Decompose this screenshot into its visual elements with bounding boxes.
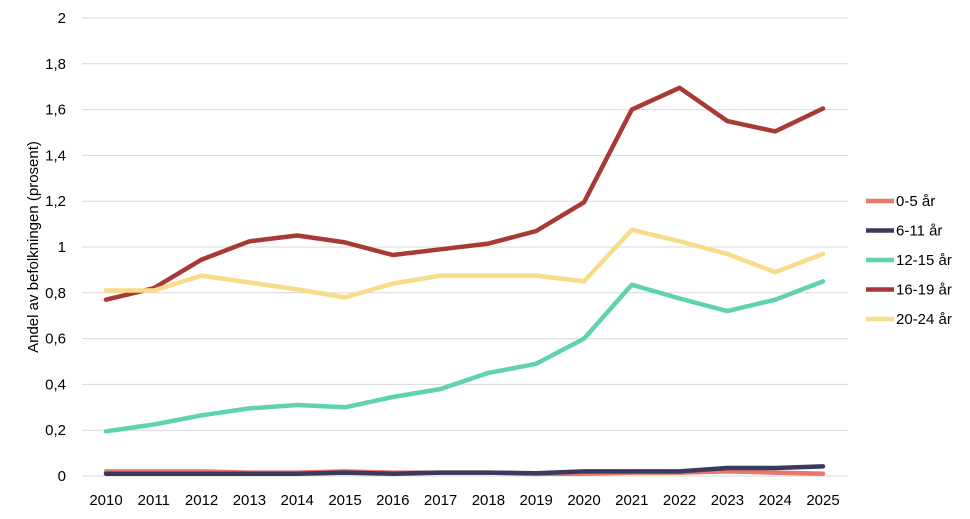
x-tick-label: 2012 — [185, 492, 218, 509]
x-tick-label: 2025 — [806, 492, 839, 509]
x-tick-label: 2017 — [424, 492, 457, 509]
legend-item: 12-15 år — [866, 252, 952, 269]
y-tick-label: 1,2 — [45, 193, 66, 210]
legend-label: 20-24 år — [896, 311, 952, 328]
legend-item: 0-5 år — [866, 193, 935, 210]
x-tick-label: 2018 — [472, 492, 505, 509]
x-tick-label: 2020 — [567, 492, 600, 509]
x-tick-label: 2014 — [281, 492, 314, 509]
series-line-4 — [103, 227, 826, 300]
legend-label: 16-19 år — [896, 282, 952, 299]
series-line-1 — [103, 464, 826, 476]
legend-item: 20-24 år — [866, 311, 952, 328]
x-tick-label: 2010 — [89, 492, 122, 509]
y-tick-label: 1,8 — [45, 56, 66, 73]
legend-item: 16-19 år — [866, 282, 952, 299]
x-tick-label: 2024 — [759, 492, 792, 509]
y-axis-ticks: 0 0,2 0,4 0,6 0,8 1 1,2 1,4 1,6 1,8 2 — [45, 10, 66, 485]
x-tick-label: 2021 — [615, 492, 648, 509]
series-line-3 — [103, 85, 826, 302]
y-tick-label: 1,4 — [45, 147, 66, 164]
series-line-2 — [103, 279, 826, 434]
legend-label: 12-15 år — [896, 252, 952, 269]
x-tick-label: 2022 — [663, 492, 696, 509]
x-tick-label: 2023 — [711, 492, 744, 509]
legend-label: 0-5 år — [896, 193, 935, 210]
series-lines — [103, 85, 826, 476]
x-tick-label: 2011 — [138, 492, 170, 509]
x-tick-label: 2013 — [233, 492, 266, 509]
x-tick-label: 2016 — [376, 492, 409, 509]
y-tick-label: 0 — [58, 468, 66, 485]
legend-item: 6-11 år — [866, 223, 942, 240]
y-tick-label: 0,6 — [45, 331, 66, 348]
y-tick-label: 0,2 — [45, 422, 66, 439]
x-axis-ticks: 2010 2011 2012 2013 2014 2015 2016 2017 2018 2019… — [89, 492, 839, 509]
y-tick-label: 1 — [58, 239, 66, 256]
legend: 0-5 år 6-11 år 12-15 år 16-19 år 20-24 år — [866, 193, 952, 328]
y-axis-label: Andel av befolkningen (prosent) — [25, 141, 42, 353]
y-tick-label: 1,6 — [45, 102, 66, 119]
x-tick-label: 2019 — [520, 492, 553, 509]
y-tick-label: 2 — [58, 10, 66, 27]
y-tick-label: 0,4 — [45, 376, 66, 393]
x-tick-label: 2015 — [328, 492, 361, 509]
y-tick-label: 0,8 — [45, 285, 66, 302]
legend-label: 6-11 år — [896, 223, 942, 240]
